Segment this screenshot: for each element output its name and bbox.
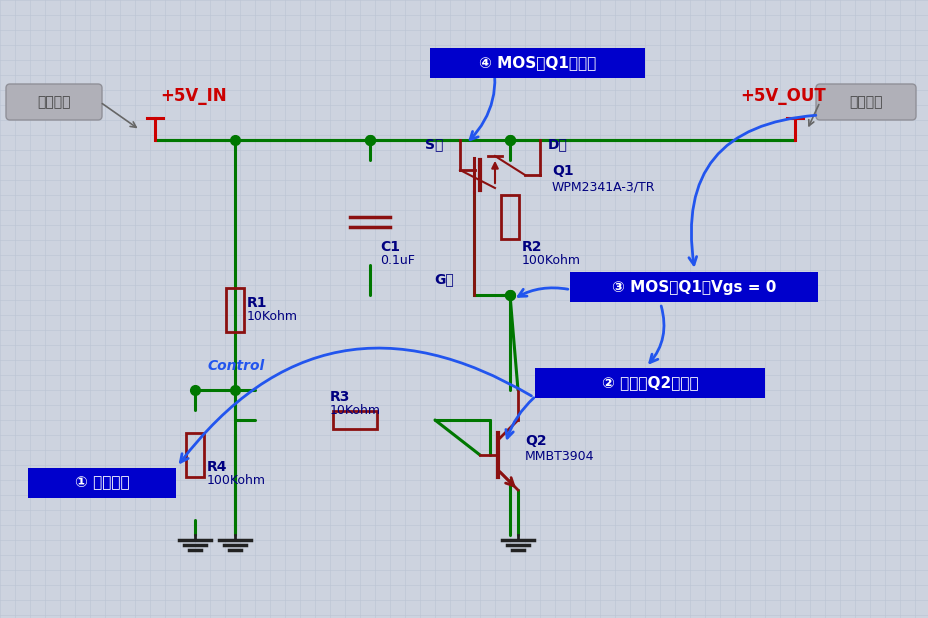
FancyArrowPatch shape (518, 288, 567, 297)
Text: R4: R4 (207, 460, 227, 474)
FancyBboxPatch shape (6, 84, 102, 120)
FancyBboxPatch shape (430, 48, 644, 78)
Text: Q1: Q1 (551, 164, 573, 178)
Bar (332, 411, 377, 429)
Text: R2: R2 (522, 240, 542, 254)
Text: 100Kohm: 100Kohm (207, 474, 265, 487)
Text: 0.1uF: 0.1uF (380, 254, 415, 267)
Text: 10Kohm: 10Kohm (329, 404, 380, 417)
Text: 电源输入: 电源输入 (37, 95, 71, 109)
FancyBboxPatch shape (815, 84, 915, 120)
Text: C1: C1 (380, 240, 400, 254)
Text: 电源输出: 电源输出 (848, 95, 882, 109)
Text: R1: R1 (247, 296, 267, 310)
FancyArrowPatch shape (650, 306, 664, 363)
Bar (186, 433, 204, 477)
Bar (500, 195, 519, 239)
FancyBboxPatch shape (535, 368, 764, 398)
Text: ② 三极管Q2不导通: ② 三极管Q2不导通 (601, 376, 698, 391)
Text: Control: Control (207, 359, 264, 373)
Text: Q2: Q2 (524, 434, 546, 448)
FancyBboxPatch shape (28, 468, 175, 498)
Text: ① 低电平时: ① 低电平时 (74, 475, 129, 491)
Text: S极: S极 (424, 137, 443, 151)
Text: MMBT3904: MMBT3904 (524, 450, 594, 463)
Bar (226, 288, 244, 332)
FancyArrowPatch shape (180, 348, 531, 462)
Text: D极: D极 (548, 137, 567, 151)
Text: +5V_IN: +5V_IN (160, 87, 226, 105)
Text: +5V_OUT: +5V_OUT (740, 87, 825, 105)
FancyBboxPatch shape (570, 272, 818, 302)
Text: 100Kohm: 100Kohm (522, 254, 580, 267)
Text: ④ MOS管Q1不导通: ④ MOS管Q1不导通 (478, 56, 596, 70)
FancyArrowPatch shape (470, 52, 495, 140)
FancyArrowPatch shape (689, 116, 815, 265)
Text: G极: G极 (433, 272, 453, 286)
Text: R3: R3 (329, 390, 350, 404)
Text: ③ MOS管Q1的Vgs = 0: ③ MOS管Q1的Vgs = 0 (612, 279, 776, 295)
Text: WPM2341A-3/TR: WPM2341A-3/TR (551, 180, 655, 193)
Text: 10Kohm: 10Kohm (247, 310, 298, 323)
FancyArrowPatch shape (506, 398, 534, 438)
